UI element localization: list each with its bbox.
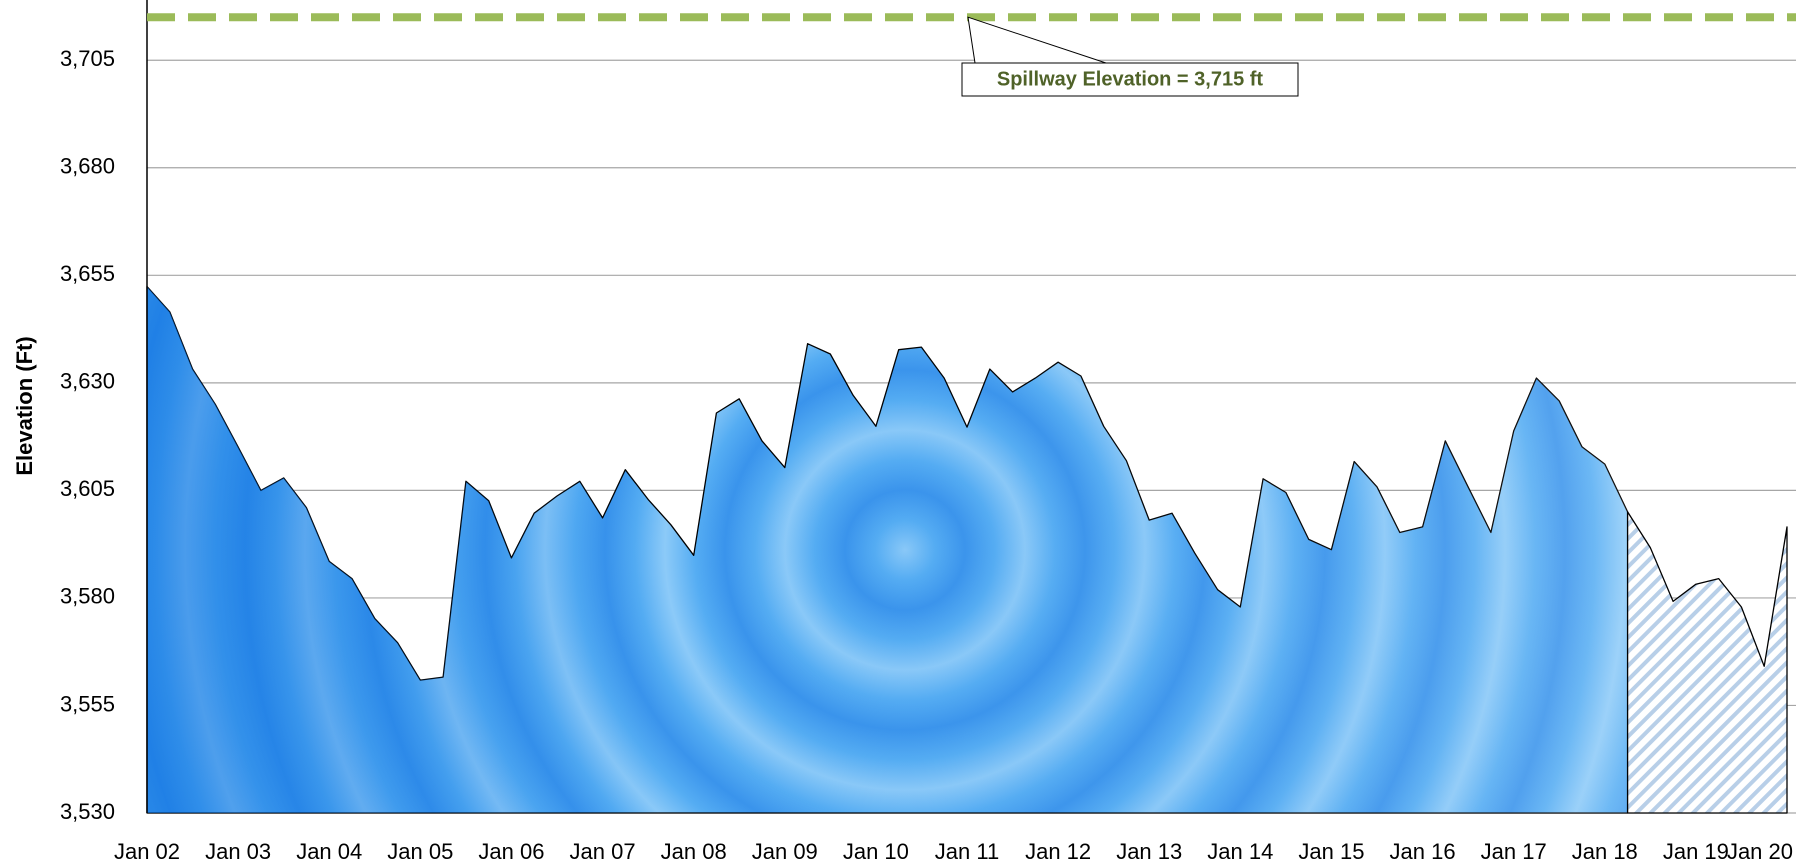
x-tick-label: Jan 05 xyxy=(387,839,453,864)
callout-pointer xyxy=(967,16,1107,64)
y-tick-label: 3,680 xyxy=(60,154,115,179)
x-tick-label: Jan 02 xyxy=(114,839,180,864)
x-tick-label: Jan 19 xyxy=(1663,839,1729,864)
x-tick-label: Jan 08 xyxy=(661,839,727,864)
x-tick-label: Jan 17 xyxy=(1481,839,1547,864)
x-tick-label: Jan 14 xyxy=(1207,839,1273,864)
x-tick-label: Jan 12 xyxy=(1025,839,1091,864)
y-tick-label: 3,655 xyxy=(60,261,115,286)
y-tick-label: 3,580 xyxy=(60,584,115,609)
x-tick-label: Jan 06 xyxy=(478,839,544,864)
x-tick-label: Jan 18 xyxy=(1572,839,1638,864)
x-tick-label: Jan 13 xyxy=(1116,839,1182,864)
y-axis-label: Elevation (Ft) xyxy=(12,336,37,475)
area xyxy=(1626,511,1788,814)
y-tick-label: 3,705 xyxy=(60,46,115,71)
y-tick-label: 3,630 xyxy=(60,369,115,394)
y-tick-label: 3,555 xyxy=(60,691,115,716)
y-tick-label: 3,605 xyxy=(60,476,115,501)
x-tick-label: Jan 15 xyxy=(1298,839,1364,864)
x-tick-label: Jan 07 xyxy=(570,839,636,864)
x-tick-label: Jan 20 xyxy=(1727,839,1793,864)
x-tick-label: Jan 04 xyxy=(296,839,362,864)
x-tick-label: Jan 09 xyxy=(752,839,818,864)
x-tick-label: Jan 10 xyxy=(843,839,909,864)
x-tick-label: Jan 11 xyxy=(935,839,999,864)
area-shade xyxy=(147,286,1628,813)
spillway-label: Spillway Elevation = 3,715 ft xyxy=(997,68,1264,90)
y-tick-label: 3,530 xyxy=(60,799,115,824)
callout-box xyxy=(961,62,1299,97)
x-tick-label: Jan 16 xyxy=(1390,839,1456,864)
x-tick-label: Jan 03 xyxy=(205,839,271,864)
